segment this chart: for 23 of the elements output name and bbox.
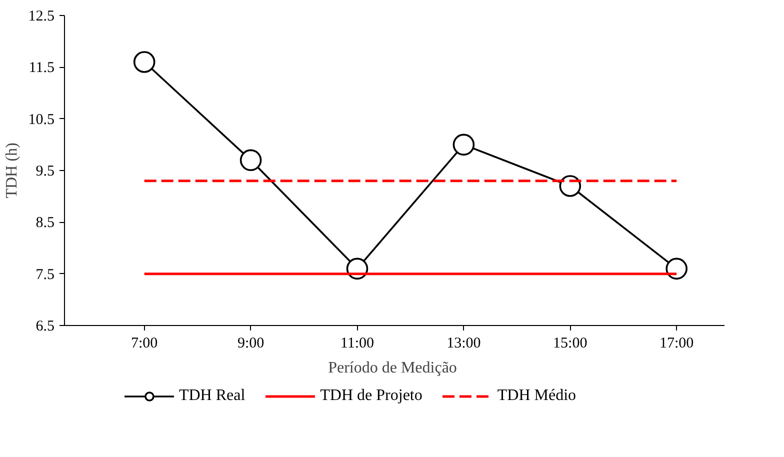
point	[240, 149, 262, 172]
point	[666, 258, 688, 280]
y-tick-label: 8.5	[36, 215, 54, 232]
y-axis-title: TDH (h)	[3, 142, 20, 198]
y-tick-label: 11.5	[28, 60, 55, 76]
x-axis-title: Período de Medição	[328, 360, 457, 376]
point	[559, 175, 582, 197]
x-tick-label: 17:00	[660, 336, 694, 352]
legend-label: TDH Real	[178, 387, 246, 405]
legend-label: TDH de Projeto	[320, 387, 422, 405]
y-tick-label: 6.5	[36, 318, 54, 334]
point	[133, 51, 156, 73]
y-tick-label: 10.5	[28, 112, 54, 128]
point	[452, 134, 475, 156]
x-tick-label: 13:00	[446, 336, 481, 352]
legend-label: TDH Médio	[497, 387, 576, 405]
x-tick-label: 11:00	[340, 336, 374, 352]
x-tick-label: 7:00	[131, 336, 158, 352]
y-tick-label: 9.5	[36, 164, 54, 180]
y-tick-label: 7.5	[36, 266, 54, 283]
x-tick-label: 9:00	[237, 336, 264, 352]
x-tick-label: 15:00	[553, 336, 588, 352]
y-tick-label: 12.5	[28, 8, 54, 24]
